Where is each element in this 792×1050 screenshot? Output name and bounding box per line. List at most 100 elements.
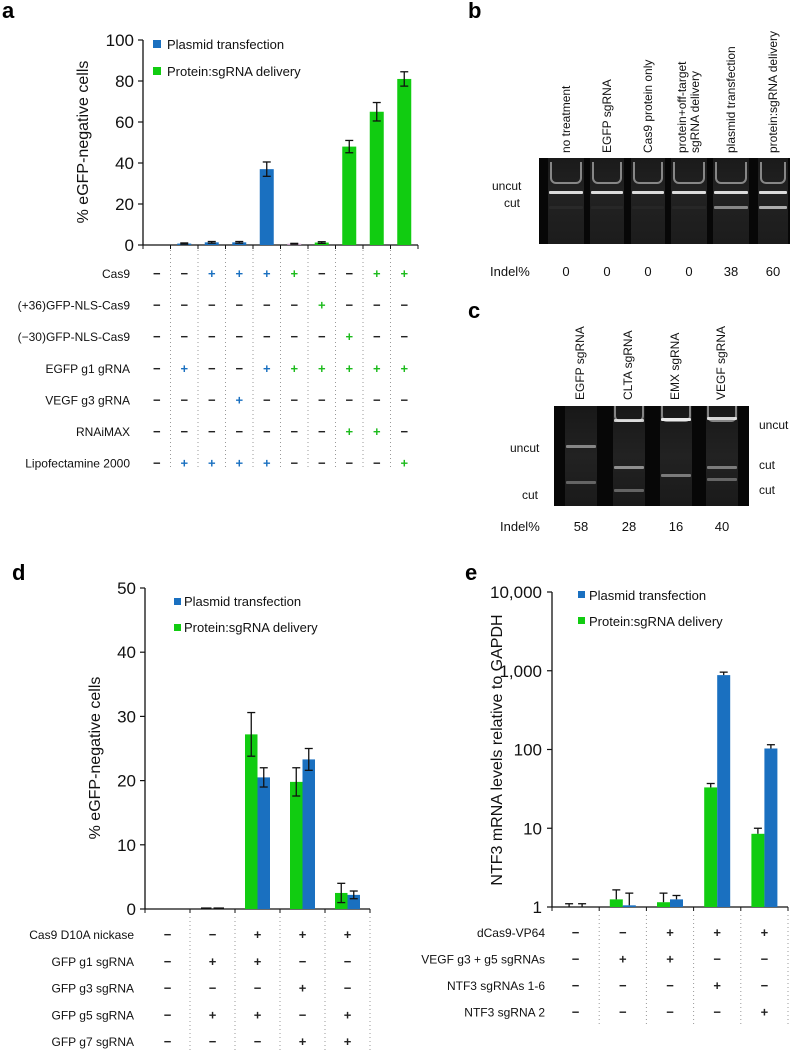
gel-c-band [614, 489, 644, 492]
gel-c-band [661, 474, 691, 477]
bar-e-plasmid-4 [764, 748, 778, 907]
gel-c-band [707, 417, 737, 420]
condition-mark-d: + [209, 954, 217, 969]
condition-mark-d: − [209, 927, 217, 942]
gel-c-band [566, 481, 596, 484]
bar-e-plasmid-1 [622, 905, 636, 907]
gel-b-lane [713, 158, 749, 244]
y-tick-label-d: 20 [117, 772, 136, 791]
condition-mark-e: − [761, 978, 769, 993]
condition-mark-a: − [290, 424, 298, 439]
legend-swatch-plasmid [153, 40, 161, 48]
bar-a-9 [397, 78, 412, 245]
condition-mark-a: − [153, 456, 161, 471]
condition-mark-a: + [290, 361, 298, 376]
bar-e-protein-4 [751, 833, 765, 907]
condition-mark-a: − [153, 392, 161, 407]
condition-mark-e: + [713, 978, 721, 993]
condition-mark-a: + [400, 361, 408, 376]
gel-b-lane-label: Cas9 protein only [640, 59, 655, 153]
condition-mark-a: + [180, 361, 188, 376]
gel-c-indel-value: 28 [621, 519, 637, 534]
bar-d-protein-2 [245, 734, 258, 909]
condition-mark-a: + [235, 392, 243, 407]
y-tick-label-e: 10,000 [490, 583, 542, 602]
condition-mark-a: − [208, 361, 216, 376]
condition-mark-d: + [299, 981, 307, 996]
condition-mark-a: − [318, 266, 326, 281]
condition-mark-d: + [344, 927, 352, 942]
bar-e-protein-2 [657, 902, 670, 907]
condition-mark-d: − [344, 954, 352, 969]
condition-mark-a: − [153, 424, 161, 439]
gel-b-indel-value: 60 [765, 264, 781, 279]
gel-c-cut-label-right-1: cut [759, 458, 776, 472]
gel-c-uncut-label-right: uncut [759, 418, 789, 432]
gel-b-lane-label-line: EGFP sgRNA [599, 79, 614, 153]
condition-mark-a: − [180, 298, 188, 313]
condition-mark-e: − [666, 978, 674, 993]
condition-mark-a: − [290, 298, 298, 313]
gel-c-well [661, 406, 691, 422]
y-tick-label-e: 1,000 [499, 662, 542, 681]
condition-label-d: GFP g1 sgRNA [52, 955, 134, 969]
y-tick-label-d: 0 [127, 900, 136, 919]
condition-mark-e: − [713, 952, 721, 967]
bar-e-protein-1 [609, 899, 623, 907]
legend-swatch-protein-e [578, 617, 585, 624]
bar-d-protein-3 [290, 781, 303, 909]
condition-mark-a: − [235, 424, 243, 439]
condition-mark-a: − [180, 392, 188, 407]
gel-b-indel-value: 0 [685, 264, 693, 279]
gel-b-cut-band [759, 206, 787, 209]
condition-mark-a: − [208, 329, 216, 344]
condition-mark-a: − [263, 424, 271, 439]
condition-mark-a: − [290, 329, 298, 344]
condition-mark-a: + [345, 361, 353, 376]
condition-mark-a: + [318, 361, 326, 376]
condition-mark-a: − [373, 298, 381, 313]
condition-mark-d: − [254, 981, 262, 996]
gel-c-uncut-label-left: uncut [510, 441, 540, 455]
condition-mark-d: + [344, 1007, 352, 1022]
chart-d-ylabel: % eGFP-negative cells [87, 677, 104, 840]
condition-mark-a: − [290, 456, 298, 471]
condition-mark-d: − [209, 1034, 217, 1049]
condition-mark-a: − [318, 424, 326, 439]
gel-b-lane [631, 158, 665, 244]
chart-a-ylabel: % eGFP-negative cells [75, 61, 92, 224]
legend-swatch-plasmid-e [578, 591, 585, 598]
condition-mark-a: − [263, 392, 271, 407]
condition-label-a: Lipofectamine 2000 [25, 457, 130, 471]
condition-mark-d: − [164, 954, 172, 969]
chart-e: NTF3 mRNA levels relative to GAPDH 1 10 10… [421, 583, 789, 1026]
gel-b-well [550, 162, 582, 184]
condition-mark-a: − [153, 329, 161, 344]
gel-b-lane-label-line: Cas9 protein only [640, 59, 655, 153]
condition-mark-e: + [666, 952, 674, 967]
condition-mark-a: − [318, 392, 326, 407]
gel-b-indel-value: 38 [723, 264, 739, 279]
gel-c-indel-value: 16 [668, 519, 684, 534]
legend-swatch-plasmid-d [174, 598, 181, 605]
condition-mark-a: − [208, 392, 216, 407]
bar-d-plasmid-2 [257, 777, 270, 909]
condition-mark-d: + [299, 927, 307, 942]
y-tick-label-a: 40 [115, 154, 134, 173]
condition-mark-a: + [345, 424, 353, 439]
condition-mark-a: − [235, 298, 243, 313]
gel-b [539, 158, 790, 244]
legend-label-protein-e: Protein:sgRNA delivery [589, 614, 723, 629]
condition-label-e: NTF3 sgRNA 2 [464, 1006, 545, 1020]
condition-mark-a: − [345, 298, 353, 313]
gel-c-lane-label: CLTA sgRNA [621, 330, 635, 400]
condition-mark-e: − [572, 978, 580, 993]
condition-mark-a: − [290, 392, 298, 407]
gel-b-lane-label-line: plasmid transfection [723, 46, 738, 153]
gel-b-well [592, 162, 622, 184]
condition-mark-a: − [400, 424, 408, 439]
condition-mark-a: + [290, 266, 298, 281]
condition-label-a: EGFP g1 gRNA [46, 362, 130, 376]
condition-mark-a: − [400, 392, 408, 407]
gel-c [554, 406, 749, 506]
